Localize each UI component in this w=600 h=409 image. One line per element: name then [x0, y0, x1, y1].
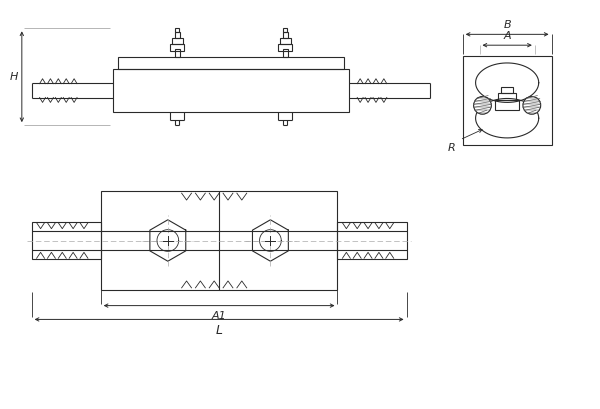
Bar: [175, 49, 179, 57]
Bar: [463, 56, 551, 145]
Circle shape: [523, 97, 541, 114]
Text: L: L: [215, 324, 223, 337]
Text: H: H: [10, 72, 18, 82]
Bar: [501, 87, 513, 92]
Bar: [337, 222, 407, 259]
Text: B: B: [503, 20, 511, 30]
Bar: [170, 44, 184, 51]
Bar: [283, 28, 287, 32]
Text: R: R: [448, 143, 456, 153]
Bar: [32, 222, 101, 259]
Bar: [101, 191, 337, 290]
Circle shape: [473, 97, 491, 114]
Bar: [172, 38, 182, 44]
Bar: [278, 44, 292, 51]
Bar: [496, 101, 519, 110]
Bar: [175, 32, 179, 38]
Bar: [118, 57, 344, 69]
Bar: [280, 38, 291, 44]
Bar: [283, 49, 288, 57]
Text: A: A: [503, 31, 511, 41]
Bar: [498, 92, 516, 101]
Bar: [175, 28, 179, 32]
Text: A1: A1: [212, 310, 226, 321]
Bar: [113, 69, 349, 112]
Bar: [283, 32, 288, 38]
